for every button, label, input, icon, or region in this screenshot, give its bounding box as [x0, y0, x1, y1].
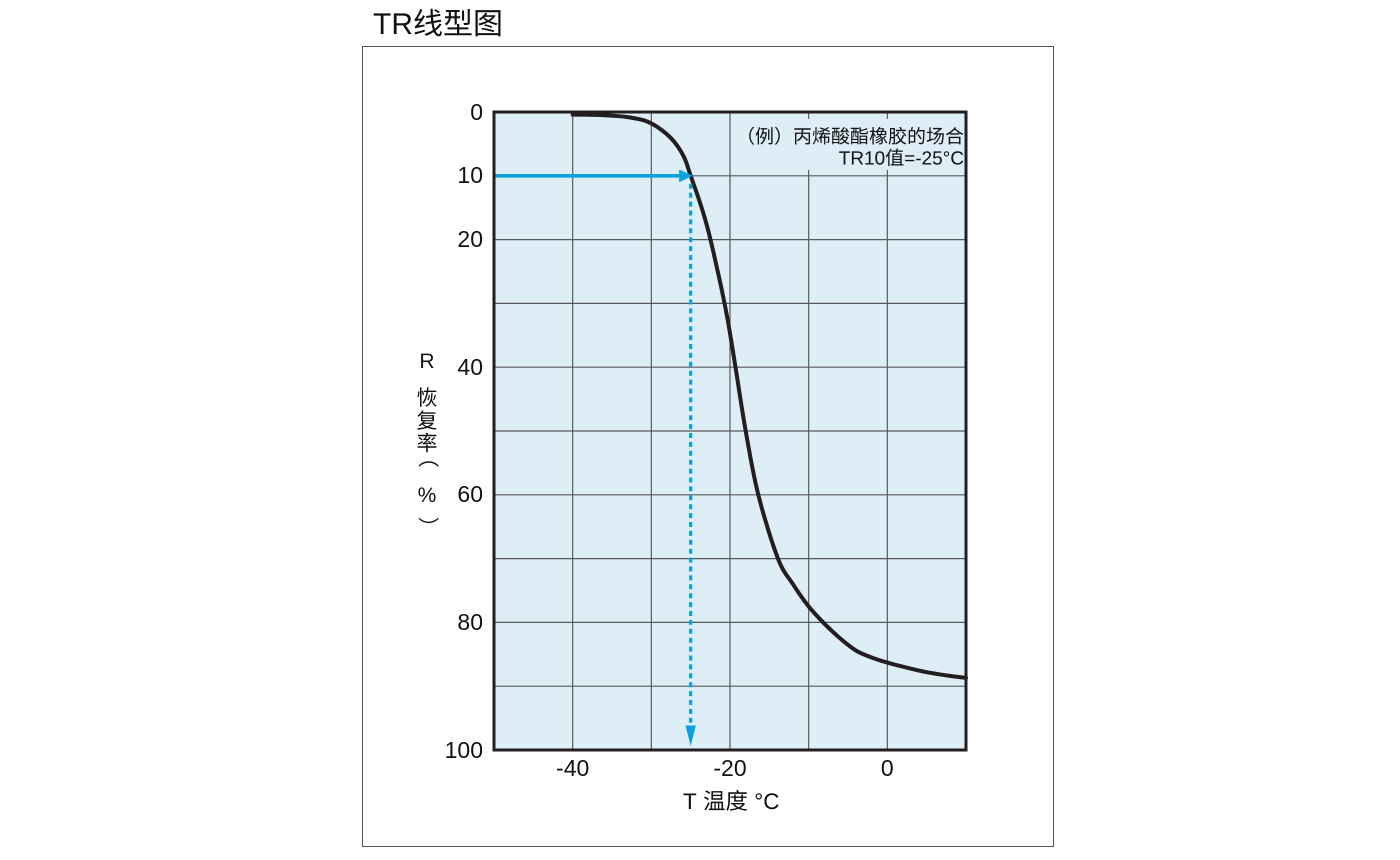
tr10-horizontal-arrowhead	[679, 169, 693, 183]
x-axis-title-glyphs	[683, 790, 779, 811]
y-tick-label-60: 60	[457, 481, 483, 508]
tr10-marker	[495, 169, 696, 746]
x-tick-label--20: -20	[713, 754, 747, 781]
tr-curve	[570, 112, 968, 680]
y-tick-label-80: 80	[457, 608, 483, 635]
y-axis-title-glyphs	[417, 353, 439, 524]
plot-border	[492, 110, 968, 752]
x-tick-label--40: -40	[556, 754, 590, 781]
y-tick-label-100: 100	[444, 736, 483, 763]
y-tick-label-10: 10	[457, 162, 483, 189]
chart-title-glyphs	[373, 8, 501, 37]
annotation-line2-glyphs	[839, 148, 964, 166]
y-tick-label-20: 20	[457, 226, 483, 253]
annotation-background	[734, 119, 964, 170]
tr10-vertical-arrowhead	[685, 725, 696, 746]
annotation-glyphs	[734, 119, 964, 170]
y-tick-label-0: 0	[470, 98, 483, 125]
x-tick-label-0: 0	[880, 754, 894, 781]
annotation-line1-glyphs	[749, 126, 964, 145]
figure-frame	[362, 46, 1054, 847]
y-tick-label-40: 40	[457, 353, 483, 380]
